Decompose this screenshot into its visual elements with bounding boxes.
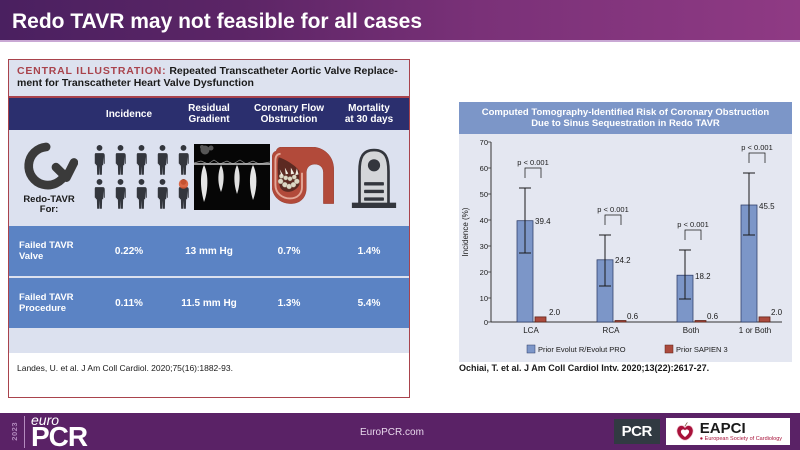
svg-text:45.5: 45.5 <box>759 202 775 211</box>
svg-text:p < 0.001: p < 0.001 <box>741 143 773 152</box>
svg-text:Incidence (%): Incidence (%) <box>461 207 470 256</box>
svg-text:20: 20 <box>480 268 488 277</box>
svg-text:p < 0.001: p < 0.001 <box>597 205 629 214</box>
svg-text:Prior Evolut R/Evolut PRO: Prior Evolut R/Evolut PRO <box>538 345 626 354</box>
svg-text:40: 40 <box>480 216 488 225</box>
svg-text:50: 50 <box>480 190 488 199</box>
svg-text:1 or Both: 1 or Both <box>739 326 771 335</box>
svg-text:0.6: 0.6 <box>707 312 719 321</box>
svg-text:70: 70 <box>480 138 488 147</box>
svg-text:LCA: LCA <box>523 326 539 335</box>
svg-text:10: 10 <box>480 294 488 303</box>
svg-text:2.0: 2.0 <box>771 308 783 317</box>
svg-text:Prior SAPIEN 3: Prior SAPIEN 3 <box>676 345 728 354</box>
svg-text:24.2: 24.2 <box>615 256 631 265</box>
svg-text:2.0: 2.0 <box>549 308 561 317</box>
svg-text:39.4: 39.4 <box>535 217 551 226</box>
svg-text:18.2: 18.2 <box>695 272 711 281</box>
svg-text:60: 60 <box>480 164 488 173</box>
svg-text:0: 0 <box>484 318 488 327</box>
svg-text:p < 0.001: p < 0.001 <box>677 220 709 229</box>
svg-text:Both: Both <box>683 326 699 335</box>
svg-text:p < 0.001: p < 0.001 <box>517 158 549 167</box>
svg-text:30: 30 <box>480 242 488 251</box>
svg-text:RCA: RCA <box>603 326 621 335</box>
svg-text:0.6: 0.6 <box>627 312 639 321</box>
